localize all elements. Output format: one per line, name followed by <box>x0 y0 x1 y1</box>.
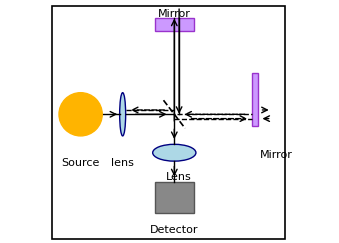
Bar <box>252 73 258 126</box>
Ellipse shape <box>153 144 196 161</box>
Text: Mirror: Mirror <box>158 9 191 19</box>
Bar <box>155 182 194 213</box>
Text: Lens: Lens <box>166 172 192 182</box>
Text: Source: Source <box>61 157 100 167</box>
Text: Detector: Detector <box>150 225 199 235</box>
Ellipse shape <box>120 93 126 136</box>
Text: lens: lens <box>111 157 134 167</box>
Bar <box>155 18 194 31</box>
Text: Mirror: Mirror <box>260 150 293 160</box>
Circle shape <box>59 93 102 136</box>
